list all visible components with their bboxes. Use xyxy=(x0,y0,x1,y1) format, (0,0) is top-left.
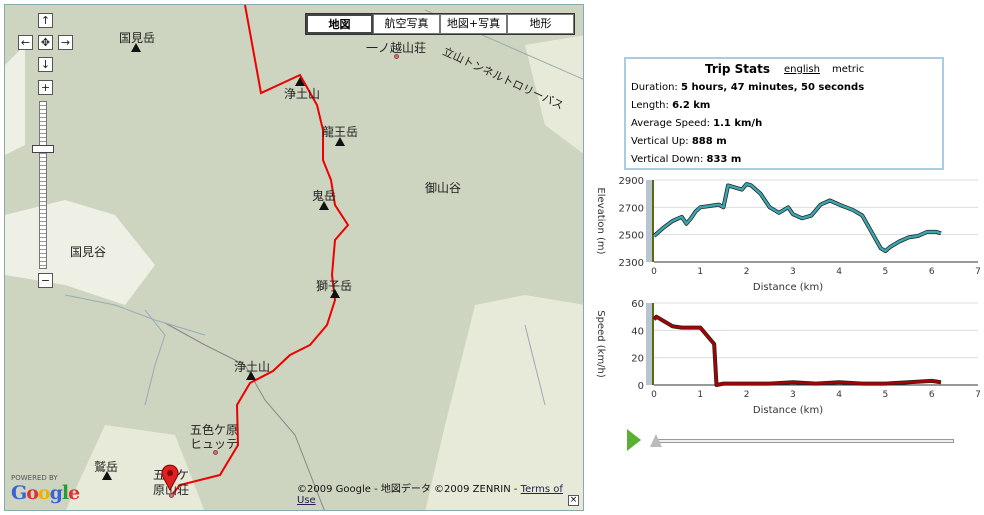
speed-chart[interactable]: 0 20 40 60 0 1 2 3 4 5 6 7 Speed (km/h) Distance (km) xyxy=(586,295,984,423)
x-tick-label: 2 xyxy=(744,390,750,400)
google-logo[interactable]: POWERED BY Google xyxy=(11,474,80,504)
x-tick-label: 6 xyxy=(929,267,935,277)
x-tick-label: 4 xyxy=(836,390,842,400)
trip-stats-title: Trip Stats xyxy=(705,62,771,76)
english-units-link[interactable]: english xyxy=(784,63,820,75)
stat-row: Length: 6.2 km xyxy=(631,100,711,111)
x-axis-label: Distance (km) xyxy=(753,282,823,293)
map-type-terrain[interactable]: 地形 xyxy=(507,14,574,34)
play-button-icon[interactable] xyxy=(627,429,641,451)
label-jodosan-bottom: 浄土山 xyxy=(234,360,271,374)
label-onidake: 鬼岳 xyxy=(312,189,337,203)
x-tick-label: 0 xyxy=(651,267,657,277)
stat-row: Average Speed: 1.1 km/h xyxy=(631,118,763,129)
map-copyright: ©2009 Google - 地図データ ©2009 ZENRIN - Term… xyxy=(297,484,563,506)
elevation-chart[interactable]: 2300 2500 2700 2900 0 1 2 3 4 5 6 7 Elevation (m) Dis… xyxy=(586,172,984,294)
map-type-hybrid[interactable]: 地図+写真 xyxy=(440,14,507,34)
stat-row: Vertical Up: 888 m xyxy=(631,136,727,147)
x-tick-label: 5 xyxy=(883,267,889,277)
label-kunimidake: 国見岳 xyxy=(119,31,156,45)
x-tick-label: 4 xyxy=(836,267,842,277)
x-axis-label: Distance (km) xyxy=(753,405,823,416)
y-tick-label: 2700 xyxy=(619,203,644,214)
label-ryuodake: 龍王岳 xyxy=(322,125,359,139)
x-tick-label: 0 xyxy=(651,390,657,400)
label-kunimidani: 国見谷 xyxy=(70,245,107,259)
zoom-slider[interactable] xyxy=(39,101,47,269)
label-goshiki-sanso-2: 原山荘 xyxy=(153,483,190,497)
label-shishidake: 獅子岳 xyxy=(316,279,353,293)
zoom-out-button[interactable]: − xyxy=(38,273,53,288)
pan-up-button[interactable]: ↑ xyxy=(38,13,53,28)
x-tick-label: 3 xyxy=(790,390,796,400)
peak-icon xyxy=(246,371,256,380)
progress-bar xyxy=(646,180,654,262)
hut-icon xyxy=(169,493,174,498)
zoom-slider-thumb[interactable] xyxy=(32,145,54,153)
peak-icon xyxy=(131,43,141,52)
close-icon[interactable]: × xyxy=(568,495,579,506)
pan-left-button[interactable]: ← xyxy=(18,35,33,50)
x-tick-label: 7 xyxy=(975,267,981,277)
label-washidake: 鷲岳 xyxy=(94,460,119,474)
series-line xyxy=(653,315,942,387)
y-tick-label: 2300 xyxy=(619,258,644,269)
peak-icon xyxy=(335,137,345,146)
label-goshiki-hutte: 五色ケ原 xyxy=(190,423,239,437)
plot-area xyxy=(654,180,978,262)
y-axis-label: Elevation (m) xyxy=(595,187,606,254)
x-tick-label: 3 xyxy=(790,267,796,277)
pan-center-button[interactable]: ✥ xyxy=(38,35,53,50)
label-gosandani: 御山谷 xyxy=(425,181,462,195)
stat-row: Vertical Down: 833 m xyxy=(631,154,742,165)
marker-pin-icon[interactable] xyxy=(160,463,180,491)
hut-icon xyxy=(394,54,399,59)
pan-right-button[interactable]: → xyxy=(58,35,73,50)
peak-icon xyxy=(102,471,112,480)
zoom-in-button[interactable]: + xyxy=(38,80,53,95)
x-tick-label: 1 xyxy=(697,267,703,277)
hut-icon xyxy=(213,450,218,455)
y-tick-label: 60 xyxy=(631,299,644,310)
map-type-map[interactable]: 地図 xyxy=(306,14,373,34)
map-type-selector: 地図 航空写真 地図+写真 地形 xyxy=(305,13,575,35)
playback-slider-handle[interactable] xyxy=(650,434,662,447)
y-tick-label: 2500 xyxy=(619,231,644,242)
x-tick-label: 7 xyxy=(975,390,981,400)
y-axis-label: Speed (km/h) xyxy=(595,310,606,378)
label-jodosan-top: 浄土山 xyxy=(284,87,321,101)
progress-bar xyxy=(646,303,654,385)
pan-down-button[interactable]: ↓ xyxy=(38,57,53,72)
playback-slider[interactable] xyxy=(654,439,954,443)
y-tick-label: 40 xyxy=(631,326,644,337)
series-line xyxy=(653,182,942,253)
y-tick-label: 2900 xyxy=(619,176,644,187)
x-tick-label: 2 xyxy=(744,267,750,277)
y-tick-label: 0 xyxy=(638,381,644,392)
label-ichinokoshi: 一ノ越山荘 xyxy=(366,41,427,55)
x-tick-label: 1 xyxy=(697,390,703,400)
map-type-satellite[interactable]: 航空写真 xyxy=(373,14,440,34)
plot-area xyxy=(654,303,978,385)
stat-row: Duration: 5 hours, 47 minutes, 50 second… xyxy=(631,82,865,93)
map-view[interactable]: 地図 航空写真 地図+写真 地形 ↑ ← ✥ → ↓ + − 国見岳 一ノ越山荘… xyxy=(4,4,584,511)
peak-icon xyxy=(330,289,340,298)
metric-units-link[interactable]: metric xyxy=(831,63,865,75)
x-tick-label: 6 xyxy=(929,390,935,400)
label-goshiki-hutte-2: ヒュッテ xyxy=(190,437,239,451)
x-tick-label: 5 xyxy=(883,390,889,400)
y-tick-label: 20 xyxy=(631,354,644,365)
peak-icon xyxy=(319,201,329,210)
map-terrain xyxy=(5,5,583,510)
peak-icon xyxy=(295,77,305,86)
terms-of-use-link[interactable]: Terms of Use xyxy=(297,484,563,506)
trip-stats-panel: Trip Stats english metric Duration: 5 ho… xyxy=(624,57,944,170)
